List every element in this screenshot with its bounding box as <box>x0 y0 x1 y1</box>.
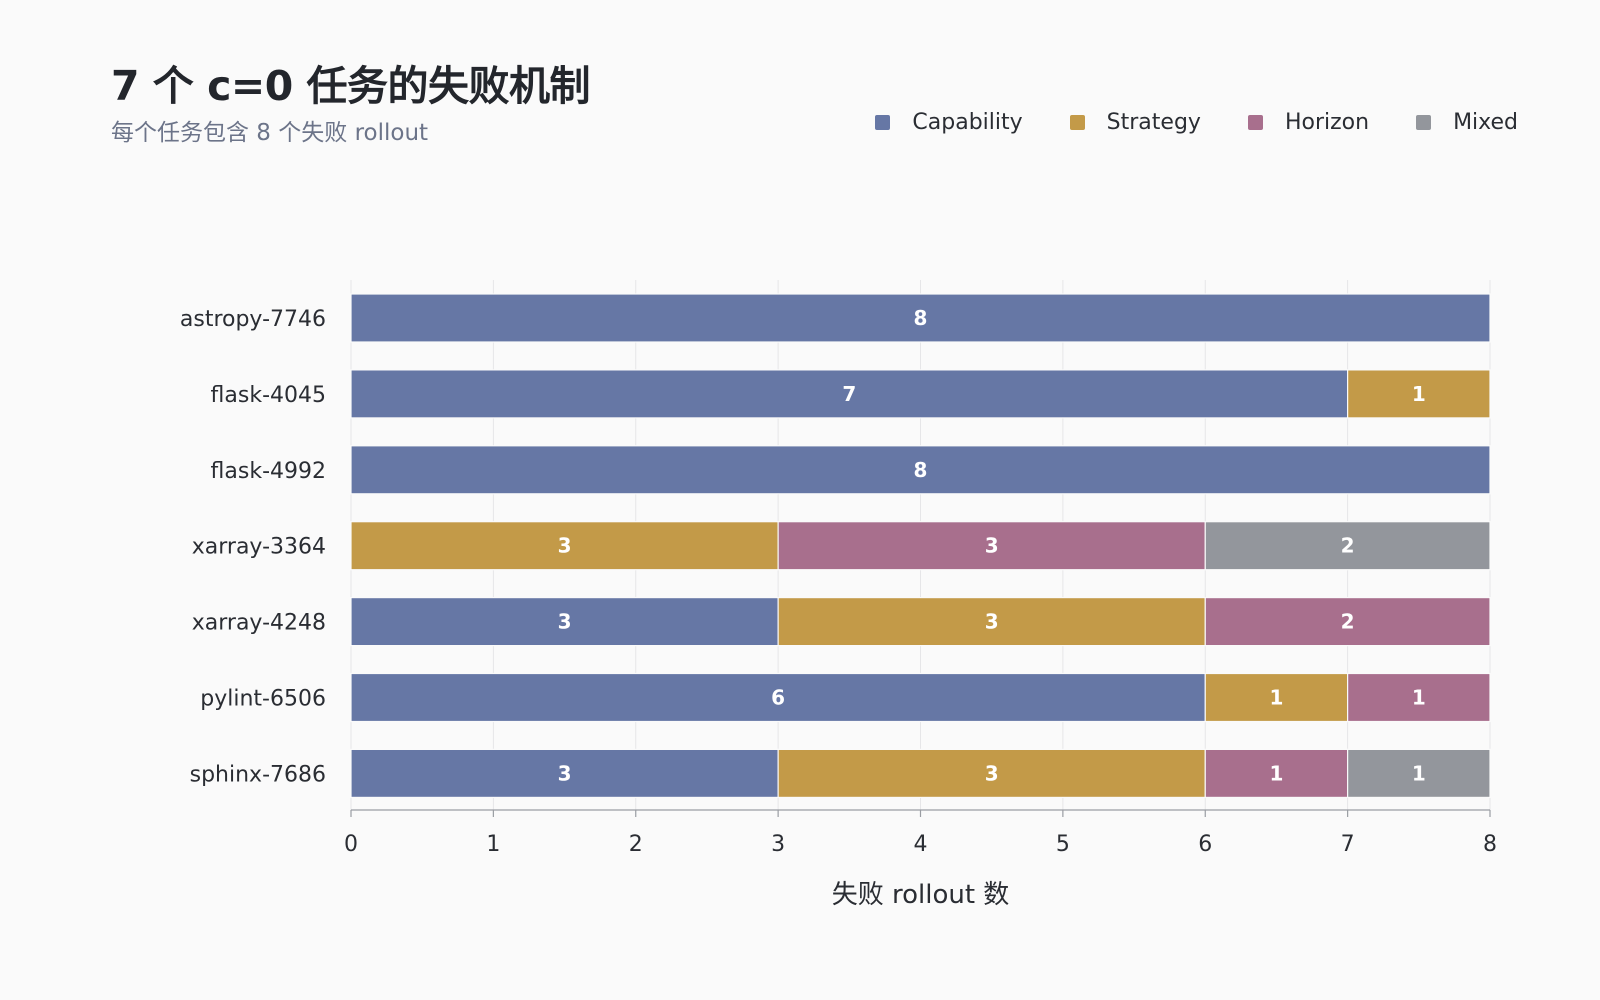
legend-swatch-capability <box>875 115 891 130</box>
value-label-flask-4992-capability: 8 <box>914 458 928 482</box>
legend-label-horizon: Horizon <box>1284 110 1370 135</box>
value-label-pylint-6506-horizon: 1 <box>1412 686 1426 710</box>
value-label-astropy-7746-capability: 8 <box>914 306 928 330</box>
value-label-flask-4045-capability: 7 <box>842 382 856 406</box>
bar-xarray-3364-horizon <box>777 521 1206 571</box>
value-label-flask-4045-strategy: 1 <box>1412 382 1426 406</box>
bar-sphinx-7686-mixed <box>1347 748 1491 799</box>
chart-title: 7 个 c=0 任务的失败机制 <box>111 62 591 110</box>
value-label-xarray-3364-strategy: 3 <box>558 534 572 558</box>
legend-label-strategy: Strategy <box>1106 110 1201 135</box>
bar-flask-4045-strategy <box>1347 369 1491 419</box>
value-label-sphinx-7686-mixed: 1 <box>1412 761 1426 785</box>
y-tick-label-astropy-7746: astropy-7746 <box>180 307 326 332</box>
legend: Capability Strategy Horizon Mixed <box>875 110 1518 135</box>
bar-sphinx-7686-strategy <box>777 748 1206 799</box>
y-tick-label-xarray-3364: xarray-3364 <box>192 535 326 560</box>
x-tick-label-1: 1 <box>486 832 500 857</box>
y-tick-label-sphinx-7686: sphinx-7686 <box>190 762 326 787</box>
value-label-sphinx-7686-horizon: 1 <box>1269 761 1283 785</box>
value-label-sphinx-7686-strategy: 3 <box>985 761 999 785</box>
chart-subtitle: 每个任务包含 8 个失败 rollout <box>111 120 429 146</box>
bar-xarray-4248-strategy <box>777 596 1206 647</box>
y-tick-label-pylint-6506: pylint-6506 <box>200 687 326 712</box>
value-label-pylint-6506-capability: 6 <box>771 686 785 710</box>
x-tick-label-7: 7 <box>1341 832 1355 857</box>
bar-pylint-6506-horizon <box>1347 672 1491 723</box>
y-tick-label-xarray-4248: xarray-4248 <box>192 611 326 636</box>
legend-item-strategy[interactable]: Strategy <box>1069 110 1201 135</box>
bar-pylint-6506-capability <box>350 672 1206 723</box>
value-label-xarray-3364-mixed: 2 <box>1341 534 1355 558</box>
x-axis-title: 失败 rollout 数 <box>832 880 1010 910</box>
legend-swatch-horizon <box>1247 115 1263 130</box>
value-label-xarray-4248-capability: 3 <box>558 610 572 634</box>
x-tick-label-6: 6 <box>1198 832 1212 857</box>
legend-swatch-mixed <box>1416 115 1432 130</box>
legend-label-capability: Capability <box>912 110 1023 135</box>
value-label-xarray-4248-horizon: 2 <box>1341 610 1355 634</box>
bar-xarray-4248-horizon <box>1204 596 1491 647</box>
bar-xarray-3364-strategy <box>350 521 779 571</box>
x-tick-label-0: 0 <box>344 832 358 857</box>
legend-label-mixed: Mixed <box>1453 110 1518 135</box>
bar-sphinx-7686-horizon <box>1204 748 1349 799</box>
value-label-sphinx-7686-capability: 3 <box>558 761 572 785</box>
legend-item-capability[interactable]: Capability <box>875 110 1023 135</box>
value-label-xarray-4248-strategy: 3 <box>985 610 999 634</box>
x-tick-label-2: 2 <box>629 832 643 857</box>
x-tick-label-5: 5 <box>1056 832 1070 857</box>
x-tick-label-3: 3 <box>771 832 785 857</box>
bar-xarray-4248-capability <box>350 596 779 647</box>
y-tick-label-flask-4992: flask-4992 <box>211 459 326 484</box>
bar-flask-4045-capability <box>350 369 1349 419</box>
legend-item-horizon[interactable]: Horizon <box>1247 110 1370 135</box>
bar-astropy-7746-capability <box>350 293 1491 343</box>
x-tick-label-8: 8 <box>1483 832 1497 857</box>
legend-item-mixed[interactable]: Mixed <box>1416 110 1518 135</box>
value-label-pylint-6506-strategy: 1 <box>1269 686 1283 710</box>
legend-swatch-strategy <box>1069 115 1085 130</box>
x-tick-label-4: 4 <box>914 832 928 857</box>
value-label-xarray-3364-horizon: 3 <box>985 534 999 558</box>
y-tick-label-flask-4045: flask-4045 <box>211 383 326 408</box>
bar-pylint-6506-strategy <box>1204 672 1349 723</box>
bar-xarray-3364-mixed <box>1204 521 1491 571</box>
bar-flask-4992-capability <box>350 445 1491 495</box>
